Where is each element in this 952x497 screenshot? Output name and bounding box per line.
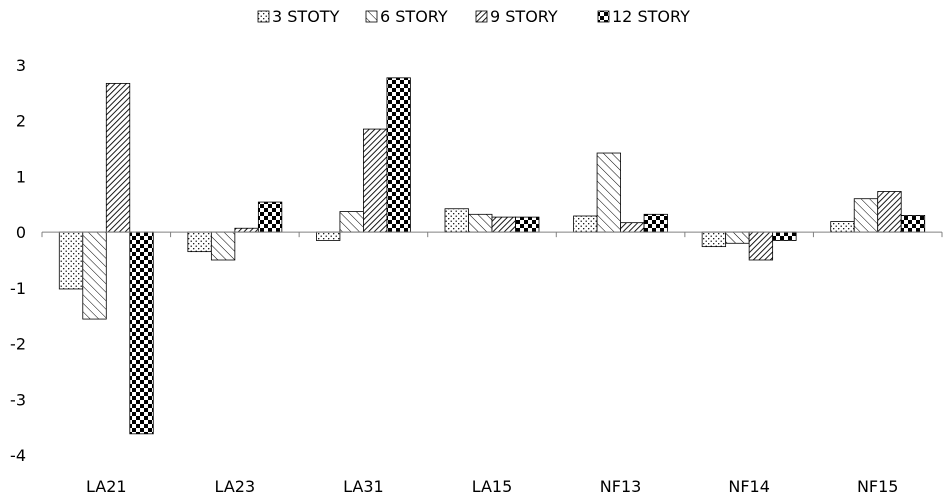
bars [58,77,926,435]
legend-swatch [365,10,378,23]
bar-nf13-series-3 [620,222,645,233]
bar-nf14-series-4 [772,231,797,241]
y-tick-label: 0 [16,223,26,242]
legend-label: 6 STORY [380,7,448,26]
x-tick-label: NF13 [600,477,642,496]
bar-la21-series-4 [129,231,154,435]
y-tick-label: 1 [16,167,26,186]
bar-la15-series-2 [468,213,493,233]
y-tick-label: 3 [16,56,26,75]
y-tick-label: -1 [10,279,26,298]
bar-la23-series-2 [210,231,236,261]
y-tick-label: -3 [10,390,26,409]
bar-nf13-series-2 [596,152,621,233]
bar-nf14-series-3 [748,231,774,261]
bar-nf15-series-1 [830,221,855,233]
x-tick-label: NF14 [728,477,770,496]
legend-label: 9 STORY [490,7,558,26]
bar-la23-series-1 [187,231,212,253]
bar-nf13-series-4 [643,213,668,233]
bar-nf15-series-4 [900,215,926,233]
legend-swatch [257,10,270,23]
x-tick-label: LA31 [343,477,384,496]
y-tick-label: -4 [10,446,26,465]
y-axis: -4 -3 -2 -1 0 1 2 3 [10,56,26,465]
bar-la21-series-3 [105,82,131,233]
y-tick-label: -2 [10,335,26,354]
bar-la21-series-2 [82,231,107,320]
x-axis: LA21 LA23 LA31 LA15 NF13 NF14 NF15 [41,232,943,496]
bar-nf14-series-1 [701,231,727,248]
bar-nf13-series-1 [573,215,598,233]
bar-la31-series-1 [316,231,341,241]
legend: 3 STOTY 6 STORY 9 STORY 12 STORY [257,7,690,26]
y-tick-label: 2 [16,112,26,131]
bar-la23-series-4 [257,201,283,233]
bar-la21-series-1 [58,231,84,290]
x-tick-label: LA23 [215,477,256,496]
bar-nf14-series-2 [725,231,750,244]
bar-nf15-series-3 [877,191,902,233]
bar-la23-series-3 [234,227,259,233]
bar-la31-series-4 [386,77,411,233]
bar-la15-series-4 [515,216,540,233]
bar-la15-series-1 [444,208,469,233]
bar-la15-series-3 [491,216,516,233]
legend-swatch [597,10,610,23]
legend-label: 3 STOTY [272,7,340,26]
bar-la31-series-2 [339,211,364,233]
x-tick-label: NF15 [857,477,899,496]
bar-nf15-series-2 [853,198,879,233]
x-tick-label: LA15 [472,477,513,496]
legend-swatch [475,10,488,23]
x-tick-label: LA21 [86,477,127,496]
bar-la31-series-3 [363,128,388,233]
legend-label: 12 STORY [612,7,690,26]
